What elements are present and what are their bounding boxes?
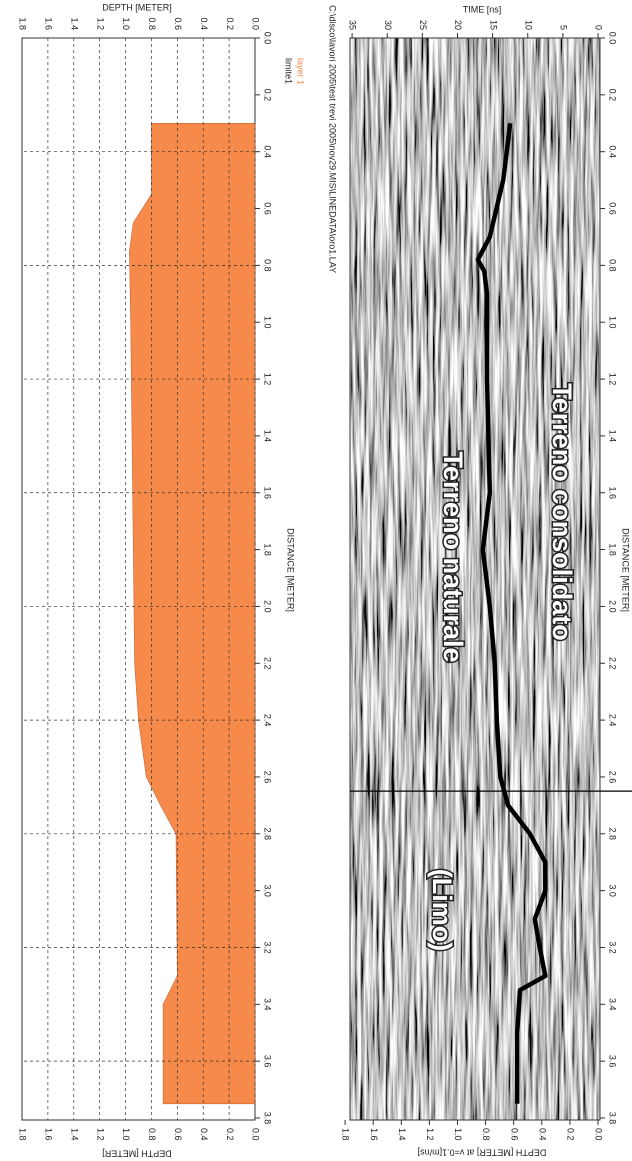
y2-tick-label: 0.6: [509, 1128, 519, 1141]
y2-tick-label: 0.2: [566, 1128, 576, 1141]
y-tick-label: 0.8: [147, 17, 157, 30]
y-tick-label: 0.6: [173, 17, 183, 30]
x-tick-label: 1.8: [263, 543, 273, 556]
x-tick-label: 3.2: [263, 941, 273, 954]
y-axis-label: TIME [ns]: [463, 4, 502, 14]
x-tick-label: 2.0: [608, 600, 618, 613]
x-tick-label: 2.0: [263, 600, 273, 613]
annotation: Terreno consolidato: [547, 383, 577, 641]
page: {"path": "C:\\disco\\lavori 2005\\test t…: [0, 0, 632, 1161]
y-tick-label: 15: [488, 20, 498, 30]
x-tick-label: 1.4: [263, 430, 273, 443]
y-tick-label: 1.2: [95, 17, 105, 30]
x-tick-label: 2.8: [608, 828, 618, 841]
y2-axis-label: DEPTH [METER] at v=0.1[m/ns]: [418, 1148, 547, 1158]
y-tick-label-right: 0.0: [251, 1128, 261, 1141]
y-axis-label: DEPTH [METER]: [102, 2, 172, 12]
y2-tick-label: 1.0: [453, 1128, 463, 1141]
x-tick-label: 1.0: [608, 316, 618, 329]
rotated-figure: C:\disco\lavori 2005\test trevi 2005\nov…: [18, 2, 632, 1158]
x-tick-label: 3.0: [263, 884, 273, 897]
x-tick-label: 3.8: [608, 1112, 618, 1125]
y-tick-label: 25: [418, 20, 428, 30]
y-tick-label-right: 0.8: [147, 1128, 157, 1141]
x-tick-label: 0.6: [608, 202, 618, 215]
x-tick-label: 3.6: [608, 1055, 618, 1068]
y-tick-label: 0.2: [225, 17, 235, 30]
x-tick-label: 0.0: [263, 32, 273, 45]
y-tick-label: 0.0: [251, 17, 261, 30]
x-tick-label: 1.2: [263, 373, 273, 386]
x-tick-label: 2.6: [608, 771, 618, 784]
annotation: (Limo): [427, 869, 457, 951]
x-tick-label: 1.6: [608, 486, 618, 499]
y-tick-label-right: 1.4: [69, 1128, 79, 1141]
x-tick-label: 0.0: [608, 32, 618, 45]
x-tick-label: 1.0: [263, 316, 273, 329]
y-tick-label: 20: [453, 20, 463, 30]
x-tick-label: 2.2: [263, 657, 273, 670]
x-tick-label: 3.2: [608, 941, 618, 954]
legend-entry: layer 1: [296, 58, 306, 85]
x-tick-label: 3.0: [608, 884, 618, 897]
x-axis-label: DISTANCE [METER]: [286, 528, 296, 612]
x-tick-label: 2.4: [263, 714, 273, 727]
x-tick-label: 0.6: [263, 202, 273, 215]
y-tick-label-right: 1.0: [121, 1128, 131, 1141]
y-tick-label-right: 1.8: [18, 1128, 28, 1141]
y2-tick-label: 0.8: [481, 1128, 491, 1141]
x-axis-label: DISTANCE [METER]: [621, 528, 631, 612]
y-tick-label: 1.0: [121, 17, 131, 30]
x-tick-label: 1.8: [608, 543, 618, 556]
x-tick-label: 0.2: [263, 89, 273, 102]
x-tick-label: 3.6: [263, 1055, 273, 1068]
x-tick-label: 2.6: [263, 771, 273, 784]
legend-label: limite1: [284, 58, 294, 84]
x-tick-label: 1.6: [263, 486, 273, 499]
y-tick-label: 0: [594, 25, 604, 30]
x-tick-label: 0.8: [263, 259, 273, 272]
y2-tick-label: 1.6: [369, 1128, 379, 1141]
file-path: C:\disco\lavori 2005\test trevi 2005\nov…: [328, 5, 338, 273]
y-tick-label: 10: [523, 20, 533, 30]
x-tick-label: 3.4: [608, 998, 618, 1011]
annotation: Terreno naturale: [438, 451, 468, 662]
y2-tick-label: 0.4: [537, 1128, 547, 1141]
y-tick-label: 1.6: [44, 17, 54, 30]
y-tick-label-right: 0.4: [199, 1128, 209, 1141]
x-tick-label: 0.8: [608, 259, 618, 272]
x-tick-label: 3.8: [263, 1112, 273, 1125]
y2-tick-label: 1.2: [425, 1128, 435, 1141]
x-tick-label: 1.2: [608, 373, 618, 386]
y-tick-label-right: 1.6: [44, 1128, 54, 1141]
x-tick-label: 2.8: [263, 828, 273, 841]
y-tick-label: 5: [558, 25, 568, 30]
y-tick-label: 35: [348, 20, 358, 30]
y-tick-label: 1.8: [18, 17, 28, 30]
y-tick-label-right: 1.2: [95, 1128, 105, 1141]
y2-tick-label: 1.4: [397, 1128, 407, 1141]
y-tick-label: 1.4: [69, 17, 79, 30]
x-tick-label: 2.4: [608, 714, 618, 727]
x-tick-label: 2.2: [608, 657, 618, 670]
y-tick-label: 0.4: [199, 17, 209, 30]
x-tick-label: 3.4: [263, 998, 273, 1011]
y-tick-label-right: 0.6: [173, 1128, 183, 1141]
y-tick-label-right: 0.2: [225, 1128, 235, 1141]
figure: C:\disco\lavori 2005\test trevi 2005\nov…: [0, 0, 632, 1161]
y2-tick-label: 1.8: [341, 1128, 351, 1141]
x-tick-label: 0.4: [608, 145, 618, 158]
y-axis-label-right: DEPTH [METER]: [102, 1149, 172, 1159]
y-tick-label: 30: [383, 20, 393, 30]
x-tick-label: 0.4: [263, 145, 273, 158]
y2-tick-label: 0.0: [594, 1128, 604, 1141]
x-tick-label: 1.4: [608, 430, 618, 443]
x-tick-label: 0.2: [608, 89, 618, 102]
